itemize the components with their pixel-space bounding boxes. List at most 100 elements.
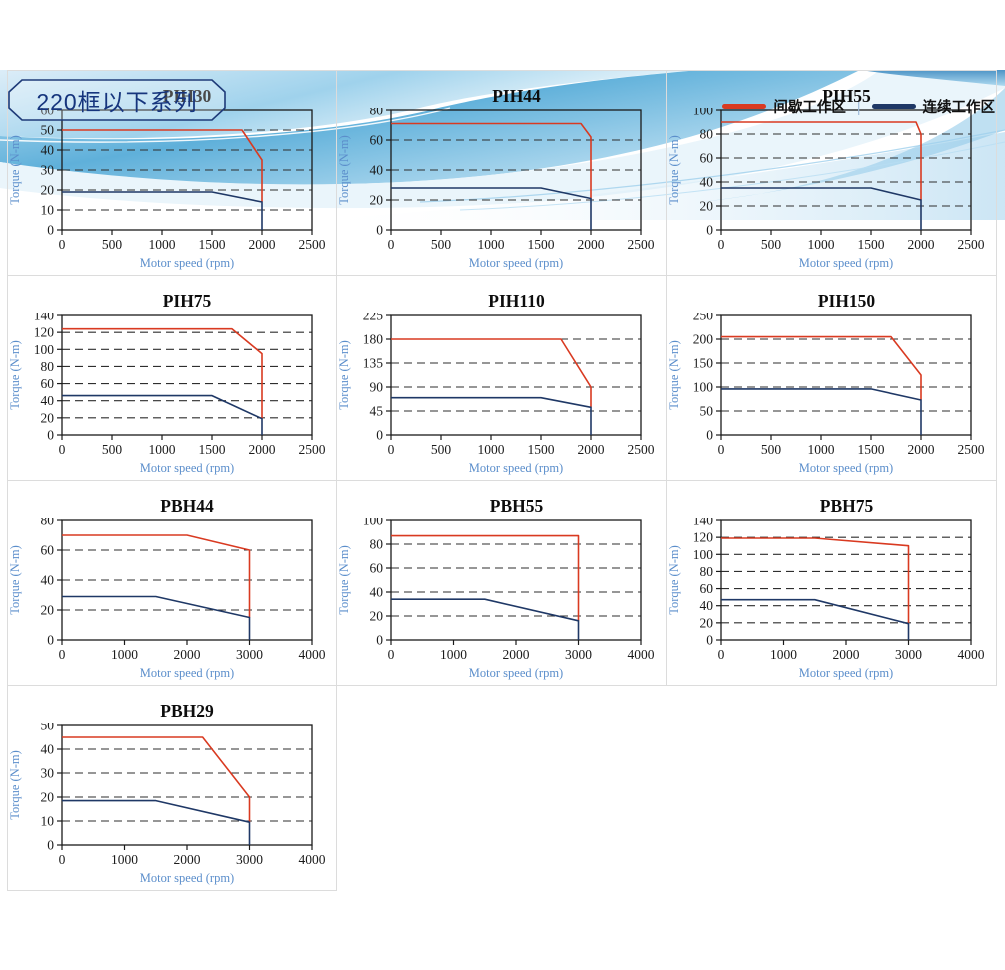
svg-text:60: 60 [370, 133, 384, 148]
chart-legend: 间歇工作区 | 连续工作区 [722, 96, 995, 117]
svg-text:2500: 2500 [299, 442, 326, 457]
svg-text:3000: 3000 [236, 852, 263, 867]
svg-text:0: 0 [376, 223, 383, 238]
svg-text:20: 20 [370, 609, 384, 624]
svg-text:180: 180 [363, 332, 384, 347]
svg-text:2000: 2000 [249, 442, 276, 457]
svg-text:1000: 1000 [111, 852, 138, 867]
svg-text:Torque (N-m): Torque (N-m) [667, 545, 681, 615]
svg-text:60: 60 [370, 561, 384, 576]
svg-text:0: 0 [388, 647, 395, 662]
chart-plot: 0 20 40 60 80 0 500 1000 1500 2000 2500 Motor speed… [337, 108, 655, 270]
svg-text:40: 40 [700, 175, 714, 190]
empty-cell [667, 686, 997, 891]
svg-text:Motor speed (rpm): Motor speed (rpm) [799, 666, 893, 680]
svg-text:0: 0 [47, 838, 54, 853]
svg-text:2500: 2500 [958, 237, 985, 252]
svg-text:1000: 1000 [770, 647, 797, 662]
svg-text:135: 135 [363, 356, 384, 371]
svg-text:3000: 3000 [895, 647, 922, 662]
chart-title: PIH44 [492, 86, 541, 106]
svg-text:20: 20 [370, 193, 384, 208]
svg-text:2000: 2000 [174, 852, 201, 867]
svg-text:40: 40 [41, 742, 55, 757]
svg-text:0: 0 [376, 633, 383, 648]
chart-plot: 0 45 90 135 180 225 0 500 1000 1500 2000 2500 Motor … [337, 313, 655, 475]
svg-text:Motor speed (rpm): Motor speed (rpm) [799, 256, 893, 270]
svg-text:Motor speed (rpm): Motor speed (rpm) [469, 666, 563, 680]
svg-text:1000: 1000 [149, 442, 176, 457]
charts-grid: PIH30 010203040506005001000150020002500M… [7, 70, 1005, 891]
svg-text:80: 80 [700, 564, 714, 579]
svg-text:40: 40 [41, 393, 55, 408]
svg-text:50: 50 [41, 723, 55, 733]
svg-text:2000: 2000 [908, 442, 935, 457]
svg-text:Motor speed (rpm): Motor speed (rpm) [140, 871, 234, 885]
legend-label-continuous: 连续工作区 [922, 100, 996, 116]
svg-text:4000: 4000 [299, 647, 326, 662]
svg-text:10: 10 [41, 814, 55, 829]
svg-text:250: 250 [693, 313, 714, 323]
svg-text:0: 0 [388, 442, 395, 457]
svg-text:0: 0 [718, 647, 725, 662]
svg-text:500: 500 [102, 237, 123, 252]
svg-text:40: 40 [700, 598, 714, 613]
svg-text:500: 500 [102, 442, 123, 457]
chart-cell-pih110: PIH110 0 45 90 135 180 225 0 500 1000 1500 2000 250… [337, 276, 667, 481]
series-badge-label: 220框以下系列 [36, 89, 198, 115]
chart-title: PIH150 [817, 291, 876, 311]
svg-text:2500: 2500 [958, 442, 985, 457]
svg-text:100: 100 [34, 342, 55, 357]
svg-text:Torque (N-m): Torque (N-m) [8, 750, 22, 820]
svg-text:Torque (N-m): Torque (N-m) [667, 135, 681, 205]
svg-text:60: 60 [700, 581, 714, 596]
svg-text:1000: 1000 [149, 237, 176, 252]
chart-cell-pih44: PIH44 0 20 40 60 80 0 500 1000 1500 2000 2500 Motor… [337, 70, 667, 276]
svg-text:30: 30 [41, 163, 55, 178]
intermittent-line-icon [722, 104, 767, 109]
svg-text:10: 10 [41, 203, 55, 218]
svg-text:Motor speed (rpm): Motor speed (rpm) [140, 256, 234, 270]
svg-text:50: 50 [700, 404, 714, 419]
svg-text:1500: 1500 [858, 237, 885, 252]
svg-text:Motor speed (rpm): Motor speed (rpm) [140, 666, 234, 680]
svg-text:2500: 2500 [299, 237, 326, 252]
svg-text:1000: 1000 [440, 647, 467, 662]
svg-text:0: 0 [376, 428, 383, 443]
svg-text:0: 0 [59, 647, 66, 662]
svg-text:80: 80 [41, 518, 55, 528]
svg-text:20: 20 [41, 183, 55, 198]
svg-text:500: 500 [761, 237, 782, 252]
svg-text:0: 0 [59, 237, 66, 252]
legend-item-continuous: 连续工作区 [871, 96, 996, 117]
svg-text:60: 60 [41, 376, 55, 391]
svg-text:140: 140 [34, 313, 55, 323]
svg-text:40: 40 [370, 585, 384, 600]
svg-text:1000: 1000 [808, 442, 835, 457]
chart-title: PIH75 [162, 291, 212, 311]
svg-text:100: 100 [693, 547, 714, 562]
svg-text:Motor speed (rpm): Motor speed (rpm) [799, 461, 893, 475]
svg-text:225: 225 [363, 313, 384, 323]
svg-text:1000: 1000 [478, 237, 505, 252]
svg-text:80: 80 [700, 127, 714, 142]
svg-text:1500: 1500 [528, 237, 555, 252]
svg-text:0: 0 [706, 223, 713, 238]
svg-text:20: 20 [41, 410, 55, 425]
svg-text:2000: 2000 [578, 442, 605, 457]
svg-text:Motor speed (rpm): Motor speed (rpm) [469, 256, 563, 270]
svg-text:Torque (N-m): Torque (N-m) [8, 545, 22, 615]
svg-text:4000: 4000 [958, 647, 985, 662]
svg-text:20: 20 [41, 603, 55, 618]
svg-text:500: 500 [431, 442, 452, 457]
svg-text:2000: 2000 [578, 237, 605, 252]
svg-text:140: 140 [693, 518, 714, 528]
svg-text:2000: 2000 [174, 647, 201, 662]
continuous-line-icon [871, 104, 916, 109]
svg-text:30: 30 [41, 766, 55, 781]
svg-text:2000: 2000 [908, 237, 935, 252]
svg-text:1500: 1500 [199, 237, 226, 252]
svg-text:60: 60 [700, 151, 714, 166]
svg-text:1500: 1500 [858, 442, 885, 457]
